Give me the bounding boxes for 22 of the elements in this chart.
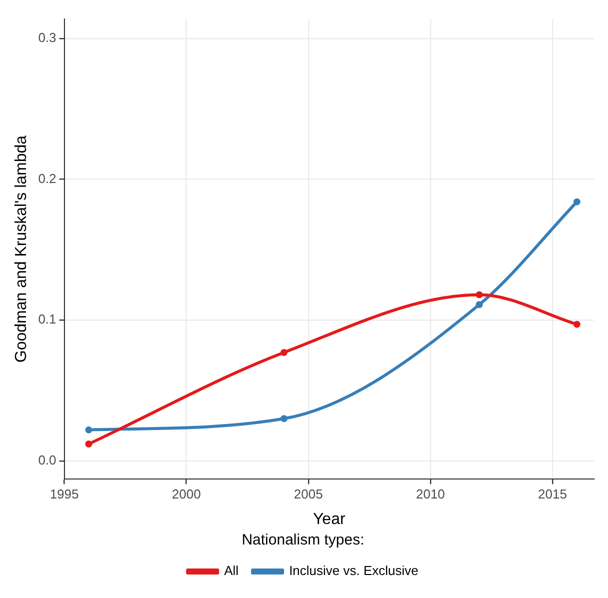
x-tick-label: 1995 bbox=[50, 486, 79, 502]
y-tick-label: 0.0 bbox=[38, 452, 56, 468]
legend-label: All bbox=[224, 563, 239, 578]
legend-title: Nationalism types: bbox=[242, 532, 364, 549]
y-tick-label: 0.3 bbox=[38, 30, 56, 46]
point bbox=[573, 198, 580, 206]
y-tick-label: 0.1 bbox=[38, 312, 56, 327]
point bbox=[476, 291, 483, 298]
x-axis-title: Year bbox=[312, 510, 346, 528]
x-tick-label: 2010 bbox=[416, 486, 445, 502]
y-tick-label: 0.2 bbox=[38, 170, 56, 186]
x-tick-label: 2000 bbox=[172, 486, 201, 502]
point bbox=[85, 440, 92, 448]
point bbox=[476, 301, 483, 308]
x-tick-label: 2015 bbox=[538, 486, 567, 502]
y-axis-title: Goodman and Kruskal's lambda bbox=[13, 135, 30, 363]
point bbox=[573, 320, 580, 328]
x-tick-label: 2005 bbox=[294, 486, 323, 502]
point bbox=[85, 426, 92, 434]
point bbox=[280, 415, 288, 422]
point bbox=[280, 348, 288, 356]
legend-label: Inclusive vs. Exclusive bbox=[289, 563, 418, 578]
